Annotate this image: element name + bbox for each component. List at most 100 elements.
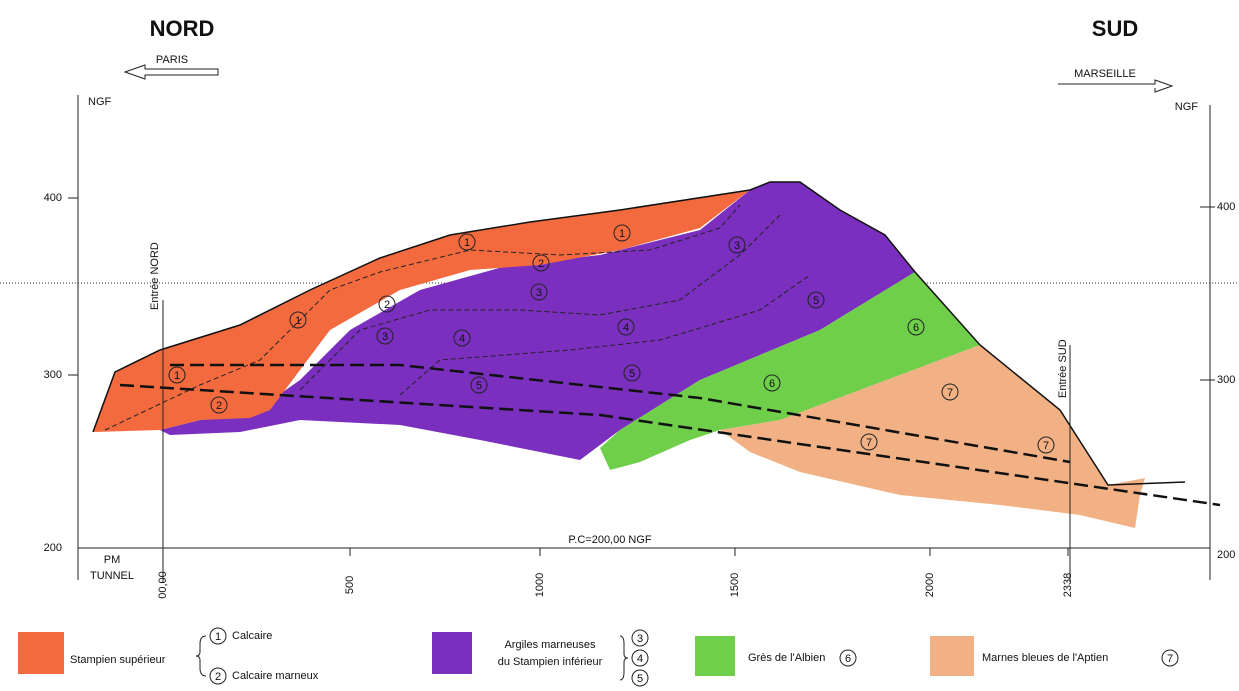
brace [195, 635, 207, 677]
unit-circle [376, 327, 394, 345]
chainage-label: 500 [344, 576, 356, 594]
right-tick: 300 [1217, 374, 1235, 386]
unit-circle [530, 283, 548, 301]
arrow-right [1058, 79, 1174, 93]
unit-number: 6 [769, 378, 775, 390]
unit-circle [458, 233, 476, 251]
legend-swatch [930, 636, 974, 676]
unit-number: 1 [215, 631, 221, 643]
unit-number: 5 [629, 368, 635, 380]
right-tick: 400 [1217, 201, 1235, 213]
unit-number: 7 [1043, 440, 1049, 452]
unit-circle [728, 236, 746, 254]
arrow-left [123, 64, 219, 80]
boundary [104, 204, 741, 431]
unit-circle [210, 396, 228, 414]
unit-number: 5 [476, 380, 482, 392]
right-unit: NGF [1175, 101, 1199, 113]
north-label: NORD [150, 16, 215, 41]
unit-number: 1 [464, 237, 470, 249]
unit-circle [763, 374, 781, 392]
unit-number: 3 [637, 633, 643, 645]
unit-circle [617, 318, 635, 336]
unit-number: 2 [384, 299, 390, 311]
unit-number: 7 [866, 437, 872, 449]
layer-stampien-inf [160, 182, 915, 460]
unit-circle [532, 254, 550, 272]
unit-number: 4 [623, 322, 629, 334]
legend-text: Stampien supérieur [70, 654, 166, 666]
layer-stampien-sup [93, 190, 750, 432]
unit-circle [209, 627, 227, 645]
boundary [299, 214, 781, 391]
unit-circle [168, 366, 186, 384]
legend-swatch [695, 636, 735, 676]
left-unit: NGF [88, 96, 112, 108]
left-tick: 200 [44, 542, 62, 554]
unit-number: 2 [215, 671, 221, 683]
unit-number: 6 [845, 653, 851, 665]
unit-number: 1 [174, 370, 180, 382]
unit-number: 5 [637, 673, 643, 685]
legend-text: Grès de l'Albien [748, 652, 825, 664]
chainage-label: 2338 [1062, 573, 1074, 597]
unit-circle [807, 291, 825, 309]
unit-number: 4 [459, 333, 465, 345]
unit-circle [289, 311, 307, 329]
legend-text: Calcaire marneux [232, 670, 319, 682]
unit-number: 1 [619, 228, 625, 240]
unit-circle [839, 649, 857, 667]
south-label: SUD [1092, 16, 1138, 41]
marseille-label: MARSEILLE [1074, 68, 1136, 80]
north-entrance: Entrée NORD [149, 242, 161, 310]
chainage-label: 1500 [729, 573, 741, 597]
chainage-label: 00,00 [157, 571, 169, 599]
legend-text: du Stampien inférieur [498, 656, 603, 668]
unit-number: 1 [295, 315, 301, 327]
pm-label: TUNNEL [90, 570, 134, 582]
chainage-label: 1000 [534, 573, 546, 597]
unit-number: 2 [538, 258, 544, 270]
legend-swatch [18, 632, 64, 674]
unit-number: 2 [216, 400, 222, 412]
south-entrance: Entrée SUD [1057, 339, 1069, 398]
legend-text: Argiles marneuses [504, 639, 596, 651]
right-tick: 200 [1217, 549, 1235, 561]
unit-number: 7 [947, 387, 953, 399]
unit-circle [209, 667, 227, 685]
pm-label: PM [104, 554, 121, 566]
legend-text: Marnes bleues de l'Aptien [982, 652, 1108, 664]
unit-circle [378, 295, 396, 313]
layer-albien [600, 272, 980, 470]
ground-surface [92, 181, 1186, 486]
tunnel-lower [119, 383, 1221, 507]
brace [619, 635, 629, 681]
tunnel-upper [170, 363, 1071, 464]
unit-number: 4 [637, 653, 643, 665]
legend-text: Calcaire [232, 630, 272, 642]
unit-circle [631, 649, 649, 667]
unit-circle [613, 224, 631, 242]
layer-aptien [720, 345, 1145, 528]
unit-circle [453, 329, 471, 347]
unit-number: 3 [536, 287, 542, 299]
unit-circle [860, 433, 878, 451]
unit-circle [470, 376, 488, 394]
left-tick: 400 [44, 192, 62, 204]
chainage-label: 2000 [924, 573, 936, 597]
unit-number: 6 [913, 322, 919, 334]
unit-number: 5 [813, 295, 819, 307]
unit-circle [941, 383, 959, 401]
left-tick: 300 [44, 369, 62, 381]
unit-number: 7 [1167, 653, 1173, 665]
paris-label: PARIS [156, 54, 188, 66]
unit-number: 3 [382, 331, 388, 343]
reference-label: P.C=200,00 NGF [568, 534, 652, 546]
unit-circle [623, 364, 641, 382]
unit-number: 3 [734, 240, 740, 252]
unit-circle [1161, 649, 1179, 667]
unit-circle [631, 669, 649, 687]
unit-circle [1037, 436, 1055, 454]
unit-circle [907, 318, 925, 336]
